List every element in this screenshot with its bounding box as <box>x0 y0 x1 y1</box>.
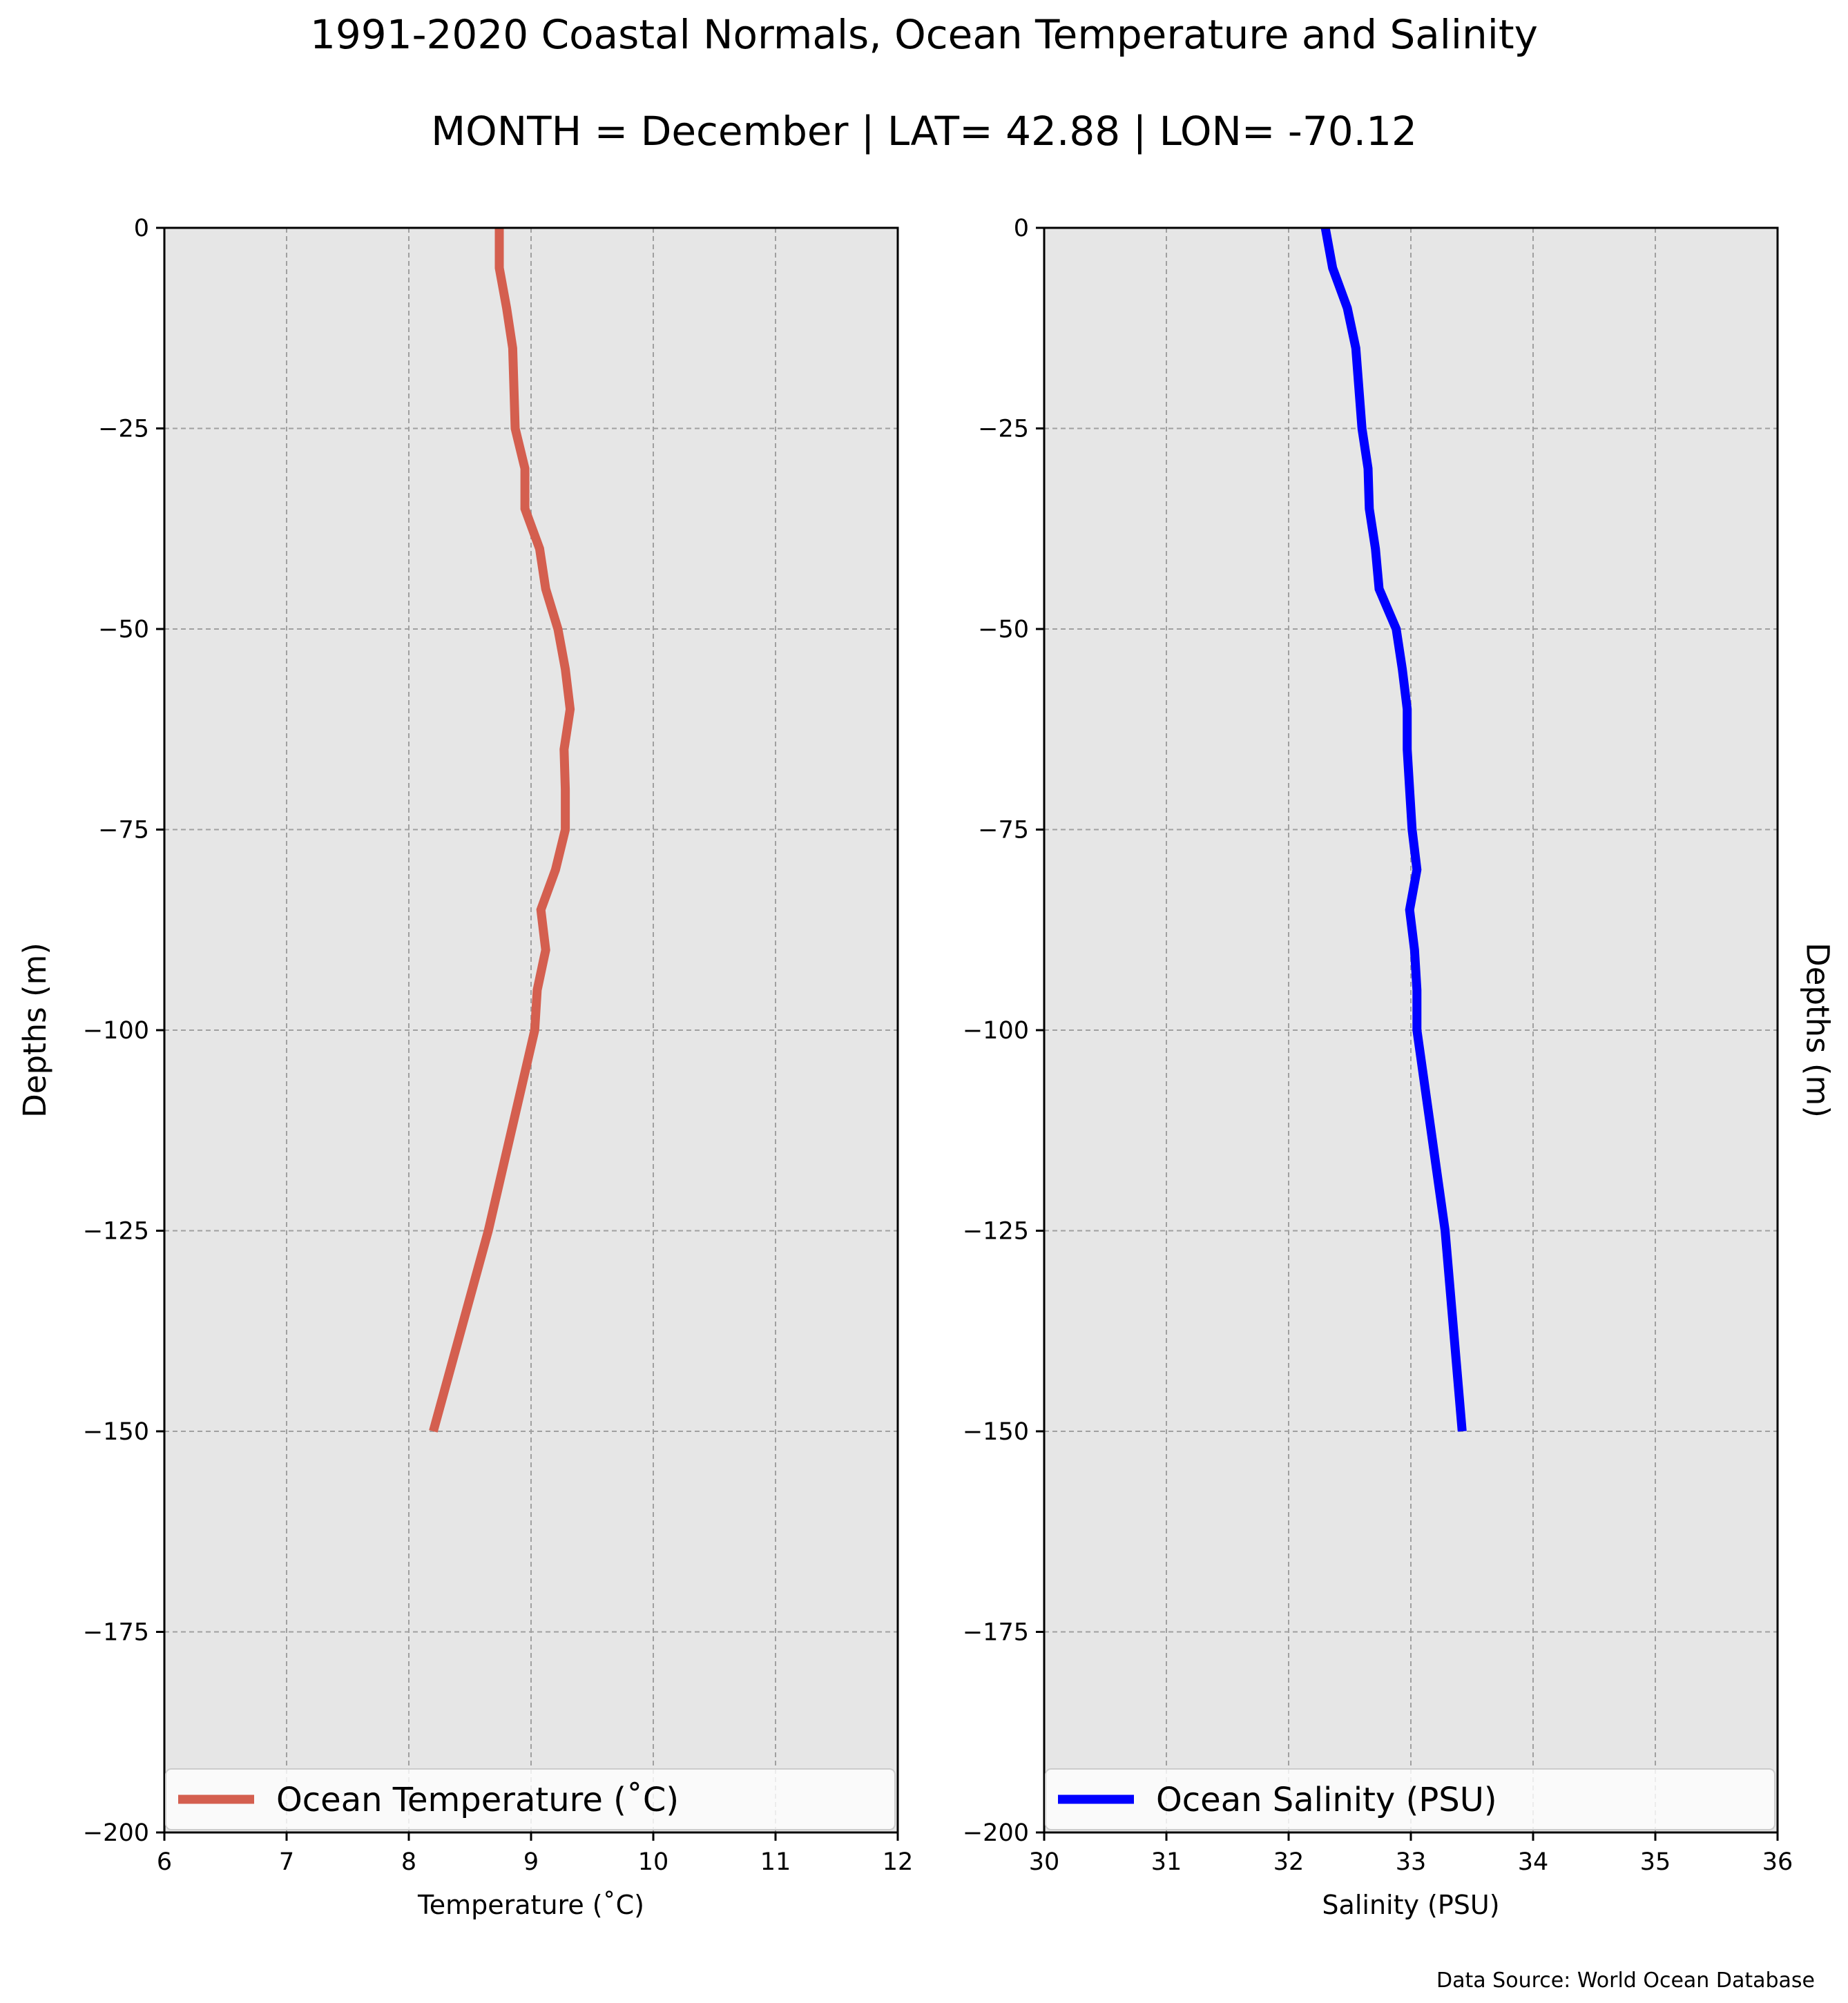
y-tick-label: −125 <box>963 1218 1029 1246</box>
chart-panel-2: 30 31 32 33 34 35 36 0 −25 −50 −75 −100 −125 −150 −175… <box>963 215 1836 1920</box>
data-line <box>1320 226 1467 1432</box>
data-line <box>429 228 575 1433</box>
figure-title: 1991-2020 Coastal Normals, Ocean Tempera… <box>310 11 1538 58</box>
x-tick-label: 36 <box>1762 1848 1793 1876</box>
legend-box <box>165 1768 896 1830</box>
x-tick-label: 30 <box>1029 1848 1060 1876</box>
chart-panels: 6 7 8 9 10 11 12 0 −25 −50 −75 −100 −125 −150 −175 −200… <box>17 215 1836 1920</box>
legend: Ocean Temperature (˚C) <box>165 1768 896 1830</box>
y-tick-label: −25 <box>978 416 1029 443</box>
y-tick-label: −100 <box>963 1017 1029 1045</box>
y-tick-label: −25 <box>98 416 149 443</box>
y-tick-label: −175 <box>83 1619 149 1647</box>
figure-subtitle: MONTH = December | LAT= 42.88 | LON= -70… <box>431 108 1417 155</box>
legend-label: Ocean Temperature (˚C) <box>276 1781 679 1819</box>
x-tick-label: 34 <box>1518 1848 1549 1876</box>
x-tick-label: 12 <box>883 1848 914 1876</box>
y-tick-label: −100 <box>83 1017 149 1045</box>
y-tick-label: −75 <box>978 817 1029 844</box>
y-tick-label: −150 <box>83 1418 149 1446</box>
legend-box <box>1045 1768 1775 1830</box>
x-tick-label: 9 <box>523 1848 539 1876</box>
y-tick-label: 0 <box>1014 215 1029 242</box>
y-tick-label: −200 <box>963 1819 1029 1847</box>
y-axis-label: Depths (m) <box>1799 942 1836 1118</box>
y-tick-label: 0 <box>134 215 149 242</box>
y-tick-label: −175 <box>963 1619 1029 1647</box>
x-tick-label: 31 <box>1151 1848 1182 1876</box>
legend: Ocean Salinity (PSU) <box>1045 1768 1775 1830</box>
x-tick-label: 33 <box>1396 1848 1427 1876</box>
legend-label: Ocean Salinity (PSU) <box>1156 1781 1497 1819</box>
x-tick-label: 11 <box>760 1848 791 1876</box>
y-axis-label: Depths (m) <box>17 942 53 1118</box>
x-tick-label: 7 <box>279 1848 294 1876</box>
y-tick-label: −150 <box>963 1418 1029 1446</box>
y-tick-label: −125 <box>83 1218 149 1246</box>
y-tick-label: −200 <box>83 1819 149 1847</box>
x-tick-label: 32 <box>1273 1848 1305 1876</box>
chart-panel-1: 6 7 8 9 10 11 12 0 −25 −50 −75 −100 −125 −150 −175 −200… <box>17 215 914 1920</box>
y-tick-label: −50 <box>978 616 1029 644</box>
x-tick-label: 10 <box>638 1848 669 1876</box>
y-tick-label: −50 <box>98 616 149 644</box>
x-axis-label: Salinity (PSU) <box>1322 1890 1499 1920</box>
y-tick-label: −75 <box>98 817 149 844</box>
x-tick-label: 6 <box>157 1848 172 1876</box>
x-axis-label: Temperature (˚C) <box>417 1890 644 1920</box>
x-tick-label: 35 <box>1640 1848 1671 1876</box>
data-source-note: Data Source: World Ocean Database <box>1436 1968 1815 1993</box>
x-tick-label: 8 <box>401 1848 416 1876</box>
